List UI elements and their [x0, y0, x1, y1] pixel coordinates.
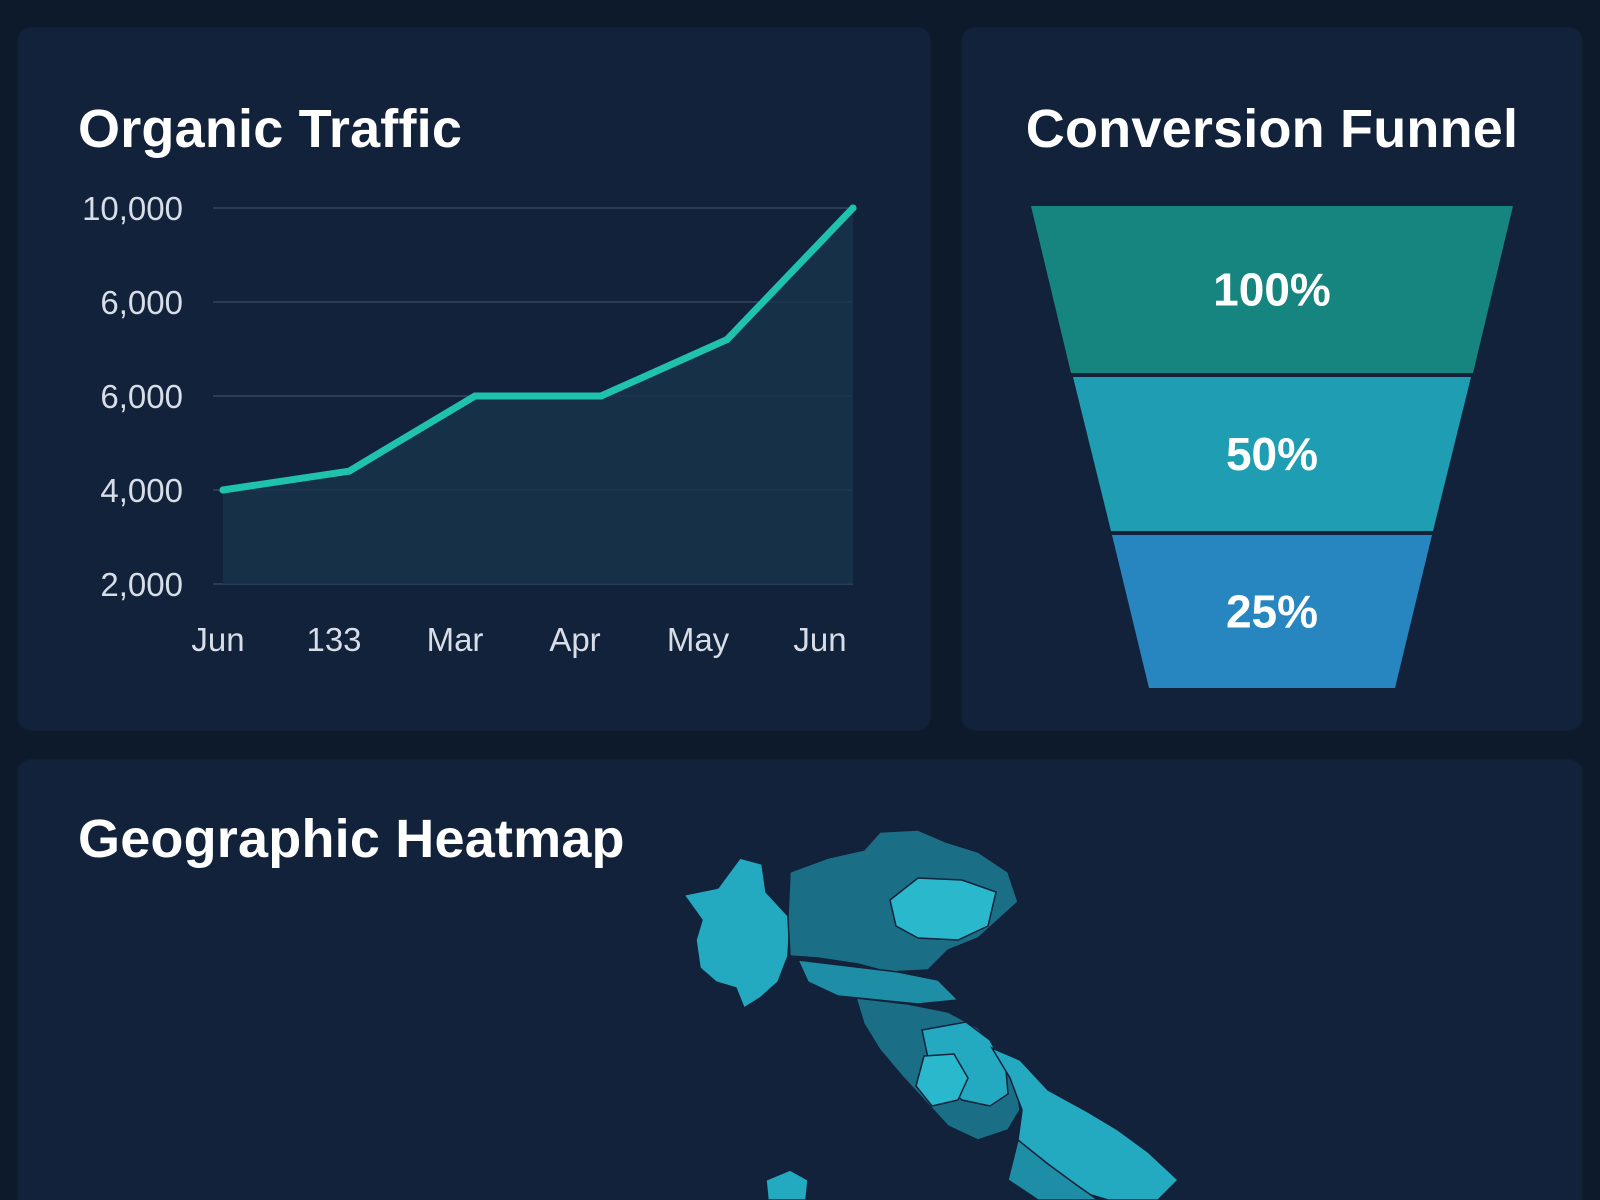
funnel-stage-label: 50%: [1226, 428, 1318, 480]
x-tick-label: Mar: [427, 621, 484, 658]
map-region: [889, 877, 997, 941]
geographic-heatmap-title: Geographic Heatmap: [78, 809, 625, 869]
traffic-point: [471, 392, 479, 400]
y-tick-label: 6,000: [100, 284, 183, 321]
traffic-point: [345, 467, 353, 475]
geographic-heatmap-map: [682, 829, 1180, 1200]
conversion-funnel-title: Conversion Funnel: [1025, 99, 1519, 159]
traffic-point: [219, 486, 227, 494]
funnel-stage: [1031, 206, 1513, 373]
y-tick-label: 6,000: [100, 378, 183, 415]
map-region: [682, 857, 791, 1010]
funnel-stage: [1073, 377, 1471, 531]
y-tick-label: 10,000: [82, 190, 183, 227]
map-region: [796, 959, 960, 1005]
traffic-line: [219, 204, 857, 494]
geographic-heatmap-card: Geographic Heatmap: [18, 760, 1582, 1200]
x-tick-label: May: [667, 621, 730, 658]
map-region: [765, 1169, 809, 1200]
x-tick-label: Jun: [191, 621, 244, 658]
conversion-funnel-card: Conversion Funnel 100% 50% 25%: [962, 28, 1582, 730]
y-tick-label: 4,000: [100, 472, 183, 509]
funnel-stage: [1112, 535, 1432, 688]
conversion-funnel-chart: 100% 50% 25%: [1031, 206, 1513, 688]
organic-traffic-title: Organic Traffic: [78, 99, 463, 159]
x-tick-label: 133: [306, 621, 361, 658]
traffic-point: [723, 336, 731, 344]
x-tick-label: Jun: [793, 621, 846, 658]
y-tick-label: 2,000: [100, 566, 183, 603]
traffic-point: [849, 204, 857, 212]
traffic-point: [597, 392, 605, 400]
map-region: [915, 1053, 969, 1107]
organic-traffic-card: Organic Traffic 10,000 6,000 6,000 4,000 2,0…: [18, 28, 930, 730]
x-tick-label: Apr: [549, 621, 600, 658]
funnel-stage-label: 25%: [1226, 586, 1318, 638]
funnel-stage-label: 100%: [1213, 264, 1331, 316]
map-region: [1007, 1138, 1100, 1200]
